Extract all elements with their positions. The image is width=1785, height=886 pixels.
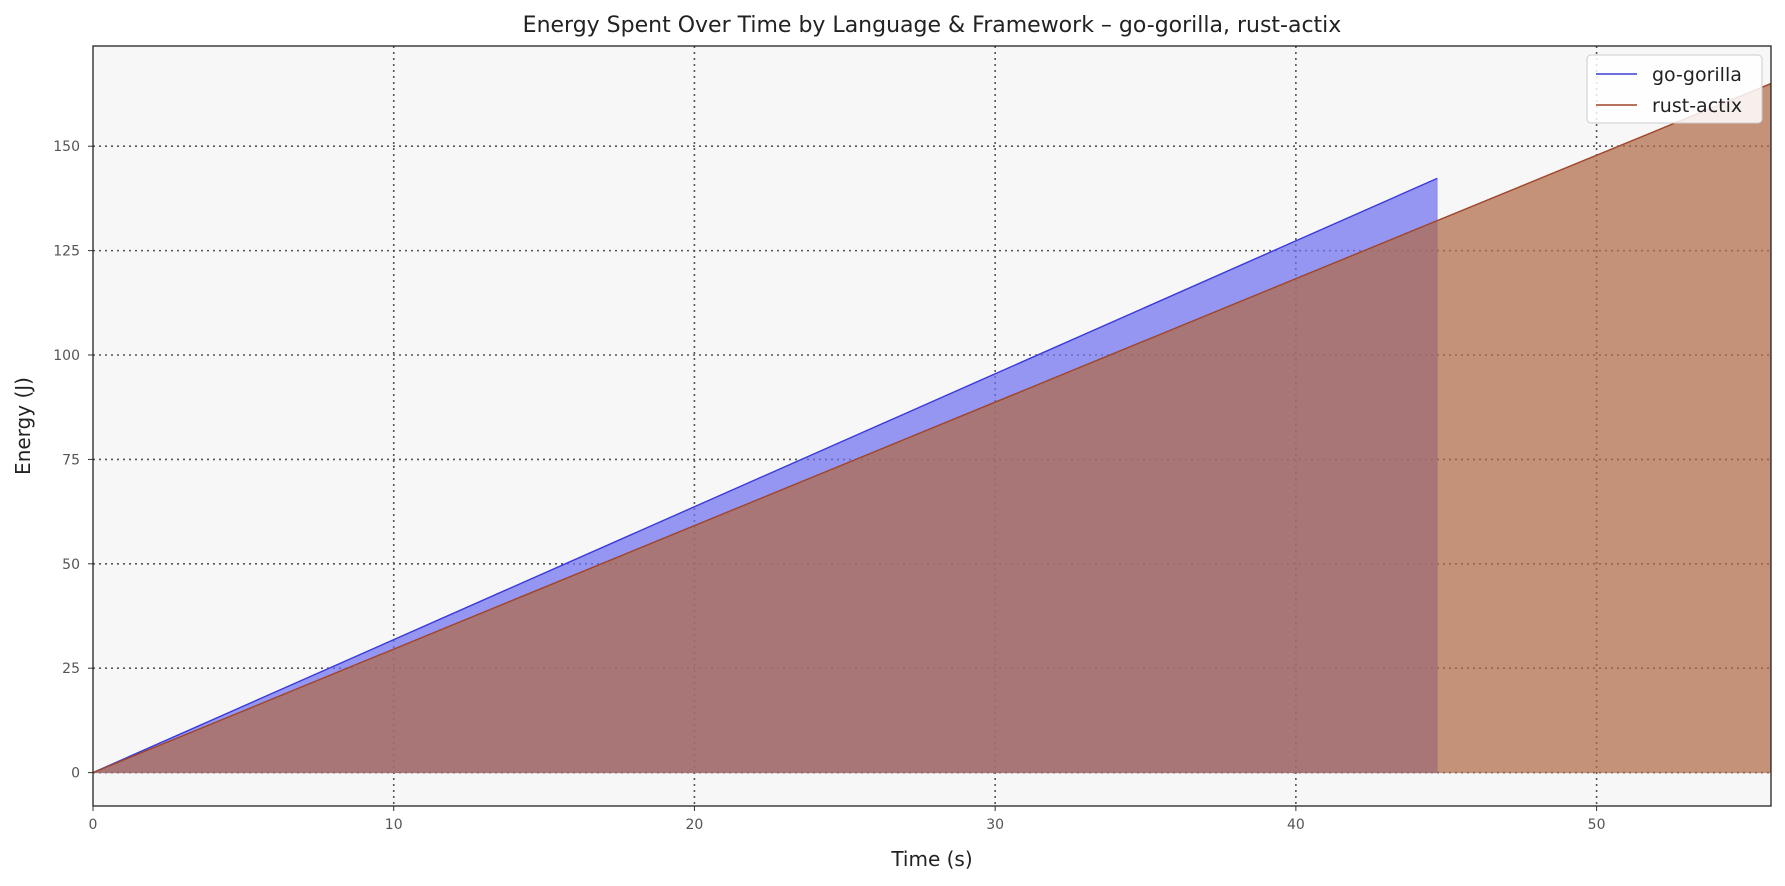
line-go-gorilla xyxy=(92,177,1438,774)
y-tick-label: 125 xyxy=(53,244,80,260)
x-tick-label: 30 xyxy=(986,817,1004,833)
y-tick-label: 75 xyxy=(62,452,80,468)
y-tick-label: 100 xyxy=(53,348,80,364)
tick-layer: 0 10 20 30 40 50 0 25 50 75 100 125 150 xyxy=(53,139,1605,833)
legend-label: rust-actix xyxy=(1652,95,1742,117)
x-tick-label: 0 xyxy=(89,817,98,833)
plot-frame xyxy=(92,45,1772,807)
y-tick-label: 25 xyxy=(62,661,80,677)
x-axis-label: Time (s) xyxy=(890,847,972,871)
legend-label: go-gorilla xyxy=(1652,64,1742,86)
x-tick-label: 50 xyxy=(1588,817,1606,833)
x-tick-label: 20 xyxy=(686,817,704,833)
y-tick-label: 150 xyxy=(53,139,80,155)
y-tick-label: 0 xyxy=(71,766,80,782)
line-rust-actix xyxy=(92,82,1772,774)
chart-title: Energy Spent Over Time by Language & Fra… xyxy=(523,13,1342,38)
y-axis-label: Energy (J) xyxy=(11,377,35,475)
legend-box xyxy=(1586,54,1763,124)
x-tick-label: 10 xyxy=(385,817,403,833)
y-tick-label: 50 xyxy=(62,557,80,573)
legend: go-gorilla rust-actix xyxy=(1586,54,1763,124)
x-tick-label: 40 xyxy=(1287,817,1305,833)
